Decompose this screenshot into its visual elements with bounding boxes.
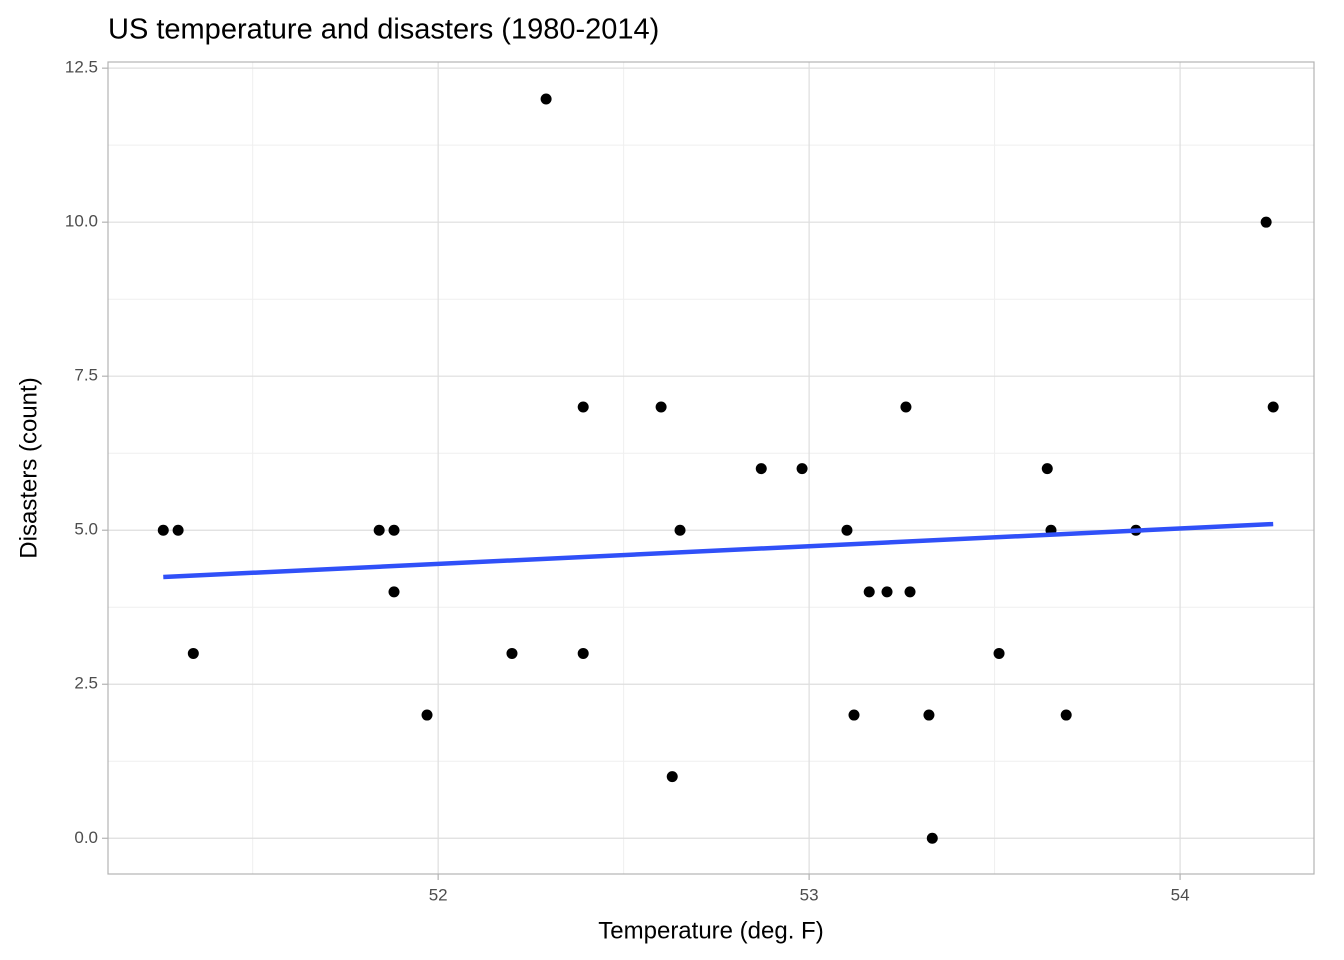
y-tick-label: 10.0 <box>65 212 98 231</box>
point <box>881 586 893 598</box>
point <box>540 93 552 105</box>
point <box>848 709 860 721</box>
y-axis-label: Disasters (count) <box>15 377 42 558</box>
point <box>577 647 589 659</box>
point <box>674 524 686 536</box>
y-tick-label: 7.5 <box>74 366 98 385</box>
point <box>1060 709 1072 721</box>
panel-border <box>107 61 1315 875</box>
point <box>841 524 853 536</box>
point <box>388 586 400 598</box>
chart-title: US temperature and disasters (1980-2014) <box>108 14 659 46</box>
point <box>796 463 808 475</box>
x-tick-label: 53 <box>800 885 819 904</box>
y-tick-label: 2.5 <box>74 674 98 693</box>
point <box>1260 216 1272 228</box>
point <box>172 524 184 536</box>
x-tick-label: 54 <box>1171 885 1190 904</box>
y-tick-label: 5.0 <box>74 520 98 539</box>
point <box>157 524 169 536</box>
x-tick-label: 52 <box>429 885 448 904</box>
point <box>863 586 875 598</box>
point <box>187 647 199 659</box>
point <box>900 401 912 413</box>
x-axis-label: Temperature (deg. F) <box>598 917 823 944</box>
trend-line <box>163 521 1274 580</box>
point <box>1041 463 1053 475</box>
point <box>388 524 400 536</box>
y-tick-label: 0.0 <box>74 828 98 847</box>
point <box>506 647 518 659</box>
point <box>904 586 916 598</box>
point <box>421 709 433 721</box>
point <box>577 401 589 413</box>
point <box>666 771 678 783</box>
point <box>993 647 1005 659</box>
point <box>1267 401 1279 413</box>
point <box>926 832 938 844</box>
y-tick-label: 12.5 <box>65 58 98 77</box>
point <box>655 401 667 413</box>
point <box>755 463 767 475</box>
point <box>923 709 935 721</box>
point <box>373 524 385 536</box>
